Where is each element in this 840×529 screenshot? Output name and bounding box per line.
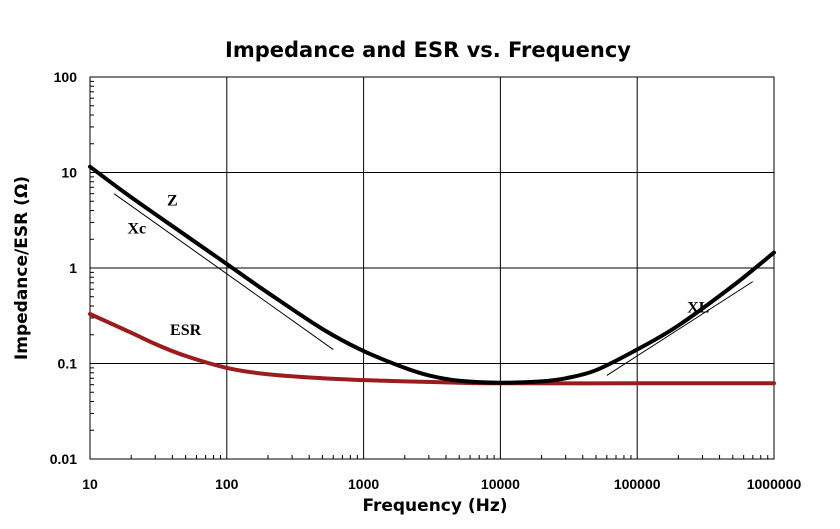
series-lines	[88, 164, 776, 386]
plot-frame	[89, 76, 775, 460]
y-axis-title: Impedance/ESR (Ω)	[12, 176, 32, 360]
y-tick-labels: 0.01 0.1 1 10 100	[50, 69, 77, 467]
annotation-esr: ESR	[170, 322, 202, 339]
minor-ticks	[90, 80, 769, 459]
x-tick-label: 10	[82, 476, 98, 492]
reference-lines	[113, 193, 754, 376]
x-axis-title: Frequency (Hz)	[362, 496, 507, 516]
grid	[89, 76, 775, 460]
chart-title: Impedance and ESR vs. Frequency	[225, 38, 631, 62]
x-tick-label: 100	[215, 476, 239, 492]
y-tick-label: 100	[54, 69, 78, 85]
y-tick-label: 10	[61, 165, 77, 181]
y-tick-label: 0.1	[58, 356, 78, 372]
annotation-z: Z	[167, 193, 178, 210]
reference-line-xl	[606, 281, 754, 376]
annotations: Z Xc ESR XL	[128, 193, 710, 339]
reference-line-xc	[113, 193, 334, 350]
series-line-z	[88, 164, 776, 385]
annotation-xl: XL	[687, 300, 709, 317]
x-tick-label: 1000	[348, 476, 379, 492]
y-tick-label: 0.01	[50, 451, 77, 467]
y-tick-label: 1	[69, 260, 77, 276]
series-line-esr	[88, 312, 776, 386]
x-tick-labels: 10 100 1000 10000 100000 1000000	[82, 476, 801, 492]
x-tick-label: 10000	[481, 476, 520, 492]
annotation-xc: Xc	[128, 220, 147, 237]
x-tick-label: 1000000	[747, 476, 802, 492]
x-tick-label: 100000	[614, 476, 661, 492]
